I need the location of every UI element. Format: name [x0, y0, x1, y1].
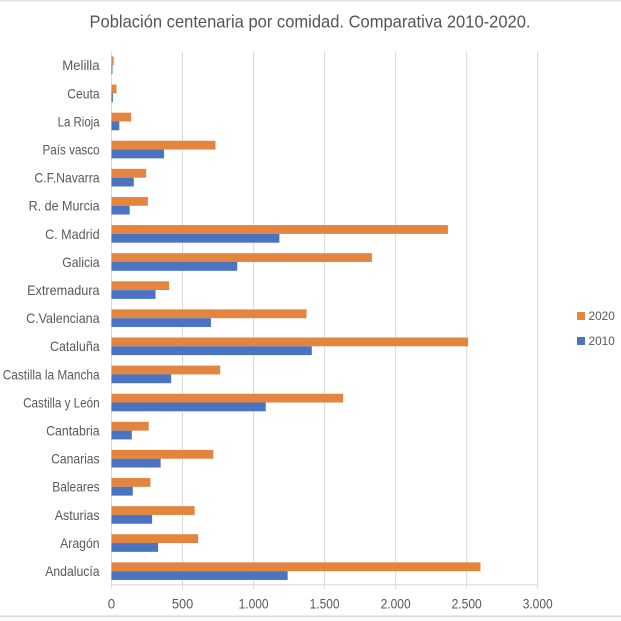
svg-text:Canarias: Canarias — [51, 452, 100, 467]
svg-text:Castilla y León: Castilla y León — [23, 395, 100, 410]
svg-text:2.500: 2.500 — [452, 596, 482, 611]
svg-text:2010: 2010 — [589, 334, 616, 348]
svg-text:1.500: 1.500 — [310, 596, 340, 611]
svg-text:C. Madrid: C. Madrid — [45, 227, 100, 242]
svg-text:2020: 2020 — [589, 309, 616, 323]
svg-text:C.F.Navarra: C.F.Navarra — [34, 171, 100, 186]
svg-text:Andalucía: Andalucía — [45, 564, 100, 579]
svg-text:Asturias: Asturias — [55, 508, 100, 523]
svg-text:País vasco: País vasco — [43, 142, 100, 157]
svg-text:R. de Murcia: R. de Murcia — [29, 199, 100, 214]
svg-text:Cataluña: Cataluña — [50, 339, 100, 354]
svg-text:Ceuta: Ceuta — [67, 86, 100, 101]
svg-text:Melilla: Melilla — [62, 58, 100, 73]
svg-text:1.000: 1.000 — [239, 596, 269, 611]
svg-text:Galicia: Galicia — [62, 255, 100, 270]
svg-text:Castilla la Mancha: Castilla la Mancha — [3, 367, 100, 382]
svg-text:2.000: 2.000 — [381, 596, 411, 611]
svg-text:3.000: 3.000 — [523, 596, 553, 611]
svg-text:Extremadura: Extremadura — [27, 283, 100, 298]
svg-text:Población centenaria por comid: Población centenaria por comidad. Compar… — [90, 12, 531, 32]
svg-text:Cantabria: Cantabria — [46, 424, 100, 439]
svg-text:La Rioja: La Rioja — [58, 114, 100, 129]
svg-text:Aragón: Aragón — [60, 536, 100, 551]
svg-text:Baleares: Baleares — [52, 480, 100, 495]
svg-text:0: 0 — [108, 596, 116, 611]
svg-text:500: 500 — [172, 596, 194, 611]
svg-text:C.Valenciana: C.Valenciana — [26, 311, 100, 326]
